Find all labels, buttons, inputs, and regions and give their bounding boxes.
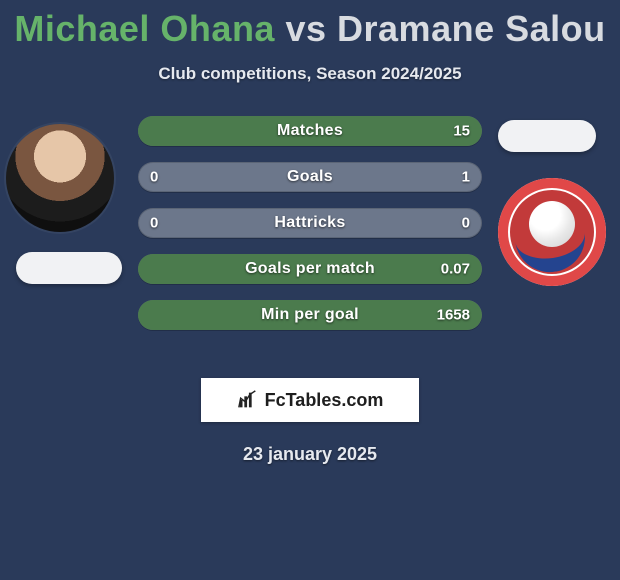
brand-watermark: FcTables.com (201, 378, 419, 422)
stat-bars: Matches 15 0 Goals 1 0 Hattricks 0 Goals per mat… (138, 116, 482, 346)
football-icon (529, 201, 575, 247)
stat-value-left: 0 (150, 215, 158, 232)
subtitle: Club competitions, Season 2024/2025 (0, 64, 620, 84)
brand-label: FcTables.com (265, 390, 384, 411)
stat-label: Goals (287, 168, 333, 186)
player2-name: Dramane Salou (337, 8, 606, 49)
comparison-arena: Matches 15 0 Goals 1 0 Hattricks 0 Goals per mat… (0, 114, 620, 354)
snapshot-date: 23 january 2025 (0, 444, 620, 465)
stat-label: Min per goal (261, 306, 359, 324)
stat-bar: 0 Goals 1 (138, 162, 482, 192)
stat-value-right: 15 (453, 123, 470, 140)
stat-label: Matches (277, 122, 343, 140)
comparison-title: Michael Ohana vs Dramane Salou (0, 0, 620, 50)
player2-club-badge (498, 120, 596, 152)
vs-separator: vs (285, 8, 326, 49)
stat-value-right: 1658 (437, 307, 470, 324)
stat-bar: 0 Hattricks 0 (138, 208, 482, 238)
stat-value-right: 1 (462, 169, 470, 186)
stat-value-right: 0 (462, 215, 470, 232)
brand-chart-icon (237, 389, 259, 411)
stat-value-right: 0.07 (441, 261, 470, 278)
player1-avatar (6, 124, 114, 232)
stat-bar: Goals per match 0.07 (138, 254, 482, 284)
stat-value-left: 0 (150, 169, 158, 186)
stat-label: Hattricks (274, 214, 345, 232)
player1-name: Michael Ohana (14, 8, 275, 49)
player2-avatar (498, 178, 606, 286)
player1-club-badge (16, 252, 122, 284)
stat-bar: Matches 15 (138, 116, 482, 146)
stat-label: Goals per match (245, 260, 375, 278)
stat-bar: Min per goal 1658 (138, 300, 482, 330)
